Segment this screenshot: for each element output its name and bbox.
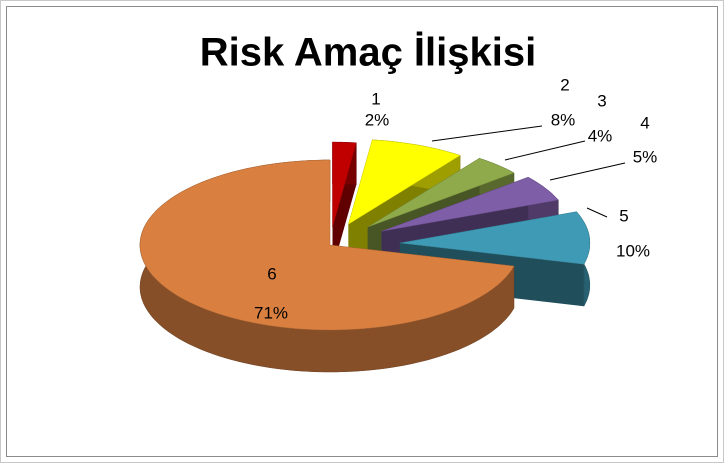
slice-value-label: 2%	[365, 110, 390, 129]
slice	[381, 176, 559, 232]
slice	[399, 211, 591, 265]
slice-value-label: 8%	[551, 110, 576, 129]
slice	[367, 158, 515, 228]
slice-category-label: 4	[640, 113, 649, 132]
slice	[139, 159, 515, 331]
slice-category-label: 6	[267, 264, 276, 283]
leader-line	[586, 207, 608, 218]
slice-category-label: 3	[597, 91, 606, 110]
plot-border	[6, 6, 718, 457]
slice-value-label: 4%	[588, 126, 613, 145]
slice-category-label: 5	[619, 206, 628, 225]
slice-category-label: 2	[560, 75, 569, 94]
chart-title: Risk Amaç İlişkisi	[200, 31, 536, 75]
slice-category-label: 1	[371, 89, 380, 108]
leader-line	[549, 162, 626, 181]
slice	[347, 139, 461, 225]
slice	[332, 141, 357, 228]
leader-line	[504, 140, 586, 161]
slice-value-label: 71%	[254, 303, 288, 322]
slice-value-label: 5%	[633, 147, 658, 166]
slice-value-label: 10%	[616, 241, 650, 260]
leader-line	[431, 125, 543, 142]
